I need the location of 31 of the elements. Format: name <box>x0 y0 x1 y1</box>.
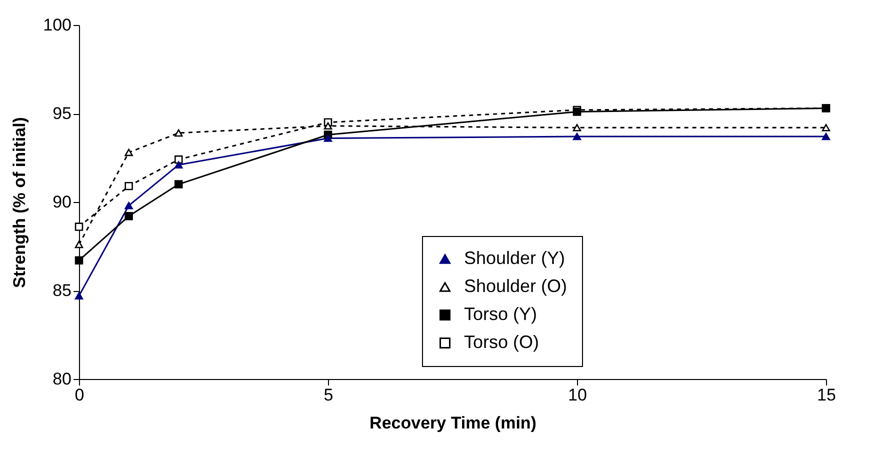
point <box>74 256 84 265</box>
point <box>74 222 84 231</box>
y-tick-label: 80 <box>52 370 72 388</box>
point <box>124 202 133 210</box>
y-tick-label: 100 <box>43 16 72 34</box>
point <box>124 148 133 156</box>
point <box>822 124 830 132</box>
x-tick-label: 10 <box>568 386 587 404</box>
x-tick-label: 5 <box>324 386 334 404</box>
legend-label: Shoulder (Y) <box>464 248 566 268</box>
legend-label: Torso (Y) <box>464 304 538 324</box>
point <box>124 212 133 220</box>
y-tick-label: 90 <box>52 192 72 212</box>
y-tick-label: 95 <box>52 104 72 123</box>
x-axis-title: Recovery Time (min) <box>370 414 536 432</box>
x-tick-label: 0 <box>74 386 84 404</box>
legend-label: Torso (O) <box>464 332 540 352</box>
point <box>174 180 183 188</box>
x-tick-label: 15 <box>817 386 836 404</box>
point <box>822 132 830 140</box>
y-axis-title: Strength (% of initial) <box>10 117 30 288</box>
point <box>324 134 332 142</box>
y-tick-label: 85 <box>52 281 72 300</box>
point <box>174 129 183 137</box>
point <box>124 182 133 190</box>
point <box>572 132 582 140</box>
legend-label: Shoulder (O) <box>464 276 568 296</box>
point <box>572 124 582 132</box>
point <box>174 161 183 168</box>
point <box>74 292 84 300</box>
point <box>324 122 332 130</box>
